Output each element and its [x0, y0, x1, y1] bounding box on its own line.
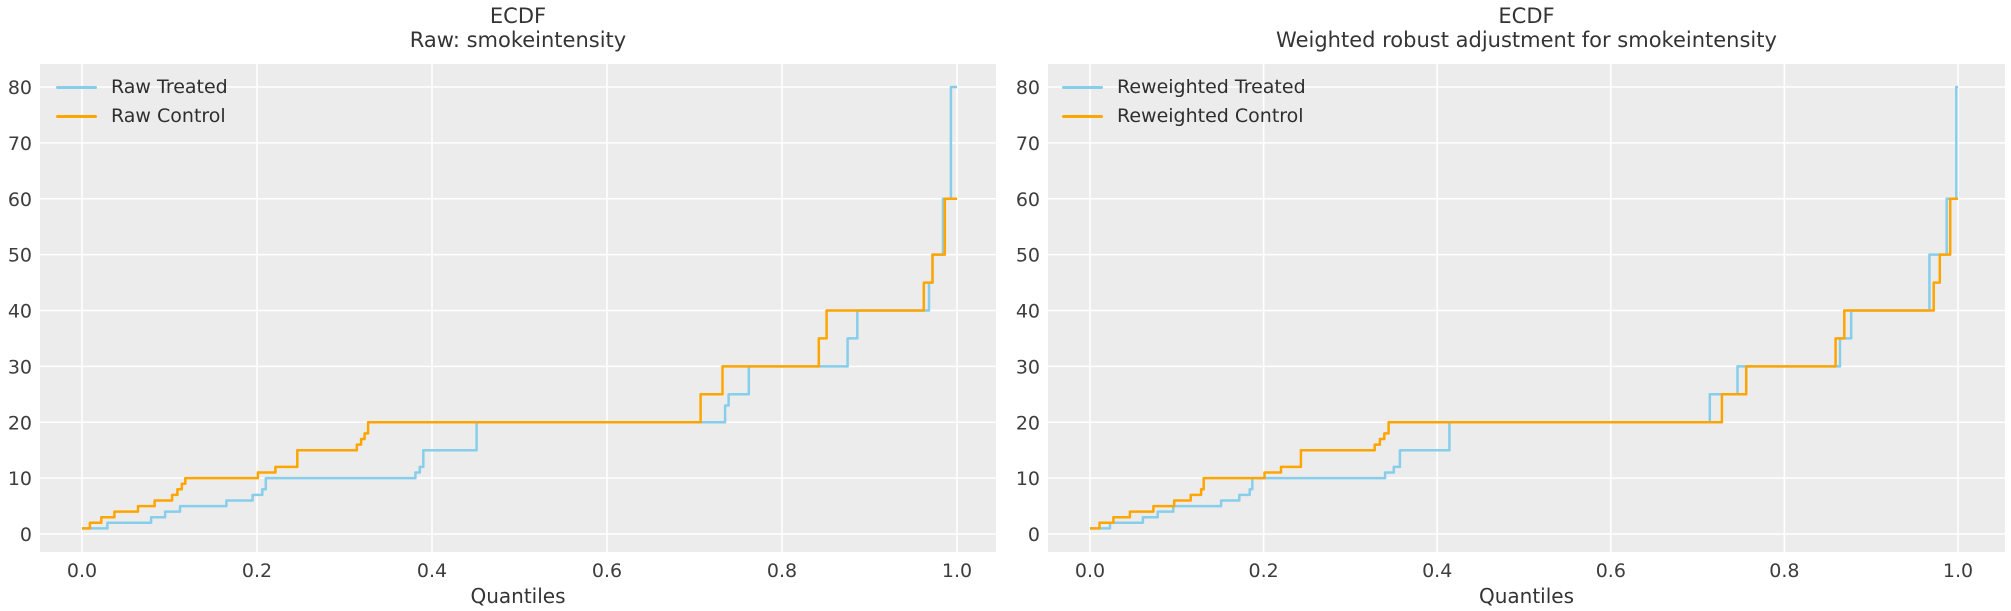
- left-plot-legend: Raw Treated Raw Control: [56, 76, 228, 127]
- svg-text:50: 50: [1016, 245, 1040, 267]
- svg-text:10: 10: [8, 468, 32, 490]
- svg-text:10: 10: [1016, 468, 1040, 490]
- legend-item-reweighted-control: Reweighted Control: [1062, 105, 1306, 127]
- svg-text:Quantiles: Quantiles: [1479, 584, 1574, 608]
- legend-item-reweighted-treated: Reweighted Treated: [1062, 76, 1306, 98]
- svg-text:40: 40: [8, 301, 32, 323]
- legend-item-raw-control: Raw Control: [56, 105, 228, 127]
- left-plot-title-line1: ECDF: [489, 4, 547, 28]
- svg-text:0.8: 0.8: [1769, 560, 1799, 582]
- svg-text:0.4: 0.4: [1422, 560, 1452, 582]
- svg-text:0.2: 0.2: [1248, 560, 1278, 582]
- svg-text:0.2: 0.2: [242, 560, 272, 582]
- raw-treated-line-swatch-icon: [56, 85, 97, 89]
- svg-text:30: 30: [8, 356, 32, 378]
- right-plot-title: ECDF Weighted robust adjustment for smok…: [1048, 4, 2005, 52]
- reweighted-control-line-swatch-icon: [1062, 114, 1103, 118]
- left-plot-title-line2: Raw: smokeintensity: [409, 28, 627, 52]
- svg-text:0.4: 0.4: [417, 560, 447, 582]
- svg-text:40: 40: [1016, 301, 1040, 323]
- svg-text:0.8: 0.8: [767, 560, 797, 582]
- legend-label-raw-control: Raw Control: [111, 105, 226, 127]
- svg-text:60: 60: [1016, 189, 1040, 211]
- svg-text:0.0: 0.0: [1075, 560, 1105, 582]
- svg-text:1.0: 1.0: [942, 560, 972, 582]
- svg-text:30: 30: [1016, 356, 1040, 378]
- svg-text:0.6: 0.6: [1596, 560, 1626, 582]
- svg-text:80: 80: [1016, 77, 1040, 99]
- svg-text:70: 70: [1016, 133, 1040, 155]
- right-plot-title-line2: Weighted robust adjustment for smokeinte…: [1276, 28, 1777, 52]
- legend-label-reweighted-treated: Reweighted Treated: [1117, 76, 1306, 98]
- svg-text:Quantiles: Quantiles: [470, 584, 565, 608]
- svg-text:50: 50: [8, 245, 32, 267]
- svg-text:70: 70: [8, 133, 32, 155]
- legend-item-raw-treated: Raw Treated: [56, 76, 228, 98]
- svg-text:0: 0: [20, 524, 32, 546]
- svg-text:0.0: 0.0: [67, 560, 97, 582]
- legend-label-raw-treated: Raw Treated: [111, 76, 228, 98]
- raw-control-line-swatch-icon: [56, 114, 97, 118]
- legend-label-reweighted-control: Reweighted Control: [1117, 105, 1304, 127]
- svg-text:0: 0: [1028, 524, 1040, 546]
- svg-text:20: 20: [1016, 412, 1040, 434]
- svg-text:80: 80: [8, 77, 32, 99]
- svg-text:60: 60: [8, 189, 32, 211]
- right-plot-legend: Reweighted Treated Reweighted Control: [1062, 76, 1306, 127]
- svg-text:1.0: 1.0: [1943, 560, 1973, 582]
- svg-text:0.6: 0.6: [592, 560, 622, 582]
- left-plot-title: ECDF Raw: smokeintensity: [40, 4, 996, 52]
- svg-text:20: 20: [8, 412, 32, 434]
- reweighted-treated-line-swatch-icon: [1062, 85, 1103, 89]
- right-plot-title-line1: ECDF: [1498, 4, 1555, 28]
